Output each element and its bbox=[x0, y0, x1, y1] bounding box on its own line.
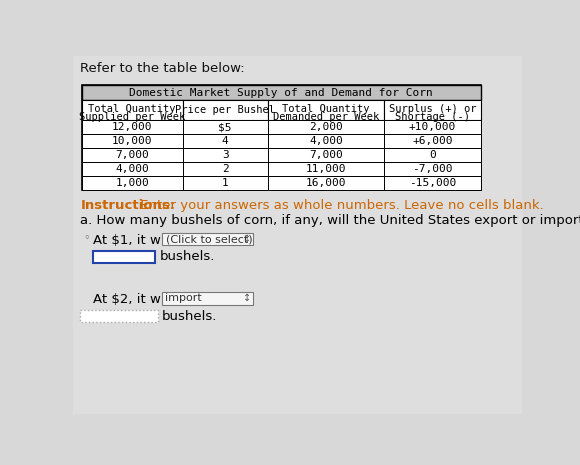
Bar bbox=[268, 120, 384, 134]
Text: Refer to the table below:: Refer to the table below: bbox=[80, 62, 245, 75]
Text: a. How many bushels of corn, if any, will the United States export or import at : a. How many bushels of corn, if any, wil… bbox=[80, 213, 580, 226]
Text: 3: 3 bbox=[222, 150, 229, 160]
Bar bbox=[82, 162, 183, 176]
Text: bushels.: bushels. bbox=[162, 310, 217, 323]
Text: 4,000: 4,000 bbox=[115, 164, 149, 174]
Text: ↕: ↕ bbox=[243, 293, 251, 303]
Bar bbox=[82, 120, 183, 134]
Bar bbox=[93, 251, 155, 263]
Text: Enter your answers as whole numbers. Leave no cells blank.: Enter your answers as whole numbers. Lea… bbox=[136, 199, 544, 212]
Text: (Click to select): (Click to select) bbox=[165, 234, 252, 244]
Text: Surplus (+) or: Surplus (+) or bbox=[389, 104, 476, 114]
Text: At $1, it will: At $1, it will bbox=[93, 234, 172, 246]
Bar bbox=[80, 310, 158, 322]
Text: Shortage (-): Shortage (-) bbox=[395, 112, 470, 122]
Text: 0: 0 bbox=[429, 150, 436, 160]
Text: Demanded per Week: Demanded per Week bbox=[273, 112, 379, 122]
Text: $5: $5 bbox=[219, 122, 232, 133]
Bar bbox=[162, 233, 253, 245]
Bar bbox=[82, 85, 481, 190]
Text: 2,000: 2,000 bbox=[309, 122, 343, 133]
Text: 2: 2 bbox=[222, 164, 229, 174]
Text: 1: 1 bbox=[222, 178, 229, 188]
Bar bbox=[384, 176, 481, 190]
Text: ◦: ◦ bbox=[84, 233, 90, 243]
Text: +6,000: +6,000 bbox=[412, 136, 453, 146]
Bar bbox=[268, 100, 384, 120]
Text: import: import bbox=[165, 293, 202, 303]
Text: 12,000: 12,000 bbox=[112, 122, 153, 133]
Bar bbox=[82, 134, 183, 148]
Bar bbox=[268, 134, 384, 148]
Text: 11,000: 11,000 bbox=[306, 164, 346, 174]
Bar bbox=[384, 100, 481, 120]
Bar bbox=[384, 120, 481, 134]
Text: +10,000: +10,000 bbox=[409, 122, 456, 133]
Bar bbox=[82, 85, 481, 100]
Text: Domestic Market Supply of and Demand for Corn: Domestic Market Supply of and Demand for… bbox=[129, 88, 433, 98]
Text: Total Quantity: Total Quantity bbox=[282, 104, 369, 114]
Bar bbox=[162, 292, 253, 305]
Text: ↕: ↕ bbox=[243, 234, 251, 244]
Text: Total Quantity: Total Quantity bbox=[88, 104, 176, 114]
Bar bbox=[183, 162, 268, 176]
Text: bushels.: bushels. bbox=[160, 250, 215, 263]
Text: 4,000: 4,000 bbox=[309, 136, 343, 146]
Bar bbox=[268, 176, 384, 190]
Text: At $2, it will: At $2, it will bbox=[93, 293, 172, 306]
Bar bbox=[268, 148, 384, 162]
Bar bbox=[82, 176, 183, 190]
Text: 7,000: 7,000 bbox=[115, 150, 149, 160]
Bar bbox=[384, 134, 481, 148]
Bar bbox=[384, 162, 481, 176]
Text: Price per Bushel: Price per Bushel bbox=[175, 106, 275, 115]
Text: 4: 4 bbox=[222, 136, 229, 146]
Bar bbox=[82, 100, 183, 120]
Text: 1,000: 1,000 bbox=[115, 178, 149, 188]
Bar bbox=[183, 148, 268, 162]
Text: 16,000: 16,000 bbox=[306, 178, 346, 188]
Bar bbox=[82, 148, 183, 162]
Text: Instructions:: Instructions: bbox=[80, 199, 175, 212]
Bar bbox=[183, 134, 268, 148]
Bar bbox=[268, 162, 384, 176]
Text: Supplied per Week: Supplied per Week bbox=[79, 112, 185, 122]
Text: -15,000: -15,000 bbox=[409, 178, 456, 188]
Bar bbox=[183, 120, 268, 134]
Text: 10,000: 10,000 bbox=[112, 136, 153, 146]
Bar bbox=[183, 100, 268, 120]
Bar bbox=[183, 176, 268, 190]
Text: 7,000: 7,000 bbox=[309, 150, 343, 160]
Text: -7,000: -7,000 bbox=[412, 164, 453, 174]
Bar bbox=[384, 148, 481, 162]
